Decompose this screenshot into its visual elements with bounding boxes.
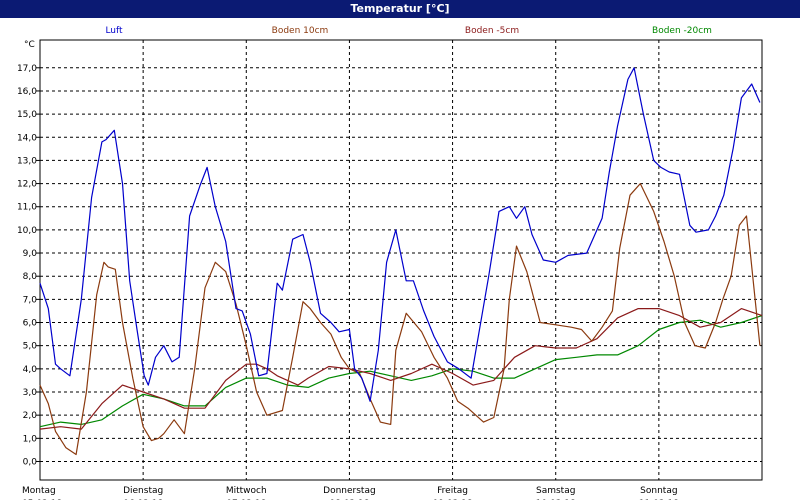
y-tick-label: 12,0 — [17, 180, 37, 190]
x-day-label: Donnerstag — [323, 486, 376, 496]
y-tick-label: 9,0 — [23, 249, 38, 259]
legend-entry: Boden -5cm — [465, 26, 519, 36]
y-tick-label: 16,0 — [17, 87, 37, 97]
y-tick-label: 17,0 — [17, 64, 37, 74]
y-tick-label: 15,0 — [17, 110, 37, 120]
series-line-boden-10cm — [39, 183, 761, 456]
y-tick-label: 4,0 — [23, 365, 38, 375]
y-tick-label: 10,0 — [17, 226, 37, 236]
grid — [40, 40, 762, 480]
x-day-label: Montag — [22, 486, 56, 496]
y-tick-label: 14,0 — [17, 133, 37, 143]
y-tick-label: 5,0 — [23, 342, 38, 352]
y-axis-ticks: 17,0 16,0 15,0 14,0 13,0 12,0 11,0 10,0 9,0 8,0 7,… — [17, 64, 40, 467]
y-axis-unit: °C — [24, 40, 35, 50]
y-tick-label: 0,0 — [23, 457, 38, 467]
x-day-label: Samstag — [536, 486, 575, 496]
temperature-chart: 17,0 16,0 15,0 14,0 13,0 12,0 11,0 10,0 9,0 8,0 7,… — [17, 26, 763, 500]
y-tick-label: 6,0 — [23, 319, 38, 329]
legend: Luft Boden 10cm Boden -5cm Boden -20cm — [105, 26, 712, 36]
x-axis-labels: Montag05.03.18Dienstag06.03.18Mittwoch07… — [22, 486, 679, 500]
series-line-luft — [39, 67, 761, 402]
chart-title: Temperatur [°C] — [0, 0, 800, 18]
y-tick-label: 3,0 — [23, 388, 38, 398]
y-tick-label: 1,0 — [23, 434, 38, 444]
y-tick-label: 7,0 — [23, 295, 38, 305]
legend-entry: Boden -20cm — [652, 26, 712, 36]
y-tick-label: 2,0 — [23, 411, 38, 421]
x-day-label: Mittwoch — [226, 486, 267, 496]
series-line-boden-5cm — [39, 308, 763, 430]
y-tick-label: 11,0 — [17, 203, 37, 213]
x-day-label: Sonntag — [640, 486, 677, 496]
series-lines — [39, 67, 763, 456]
x-day-label: Freitag — [437, 486, 468, 496]
x-day-label: Dienstag — [123, 486, 163, 496]
legend-entry: Boden 10cm — [272, 26, 329, 36]
y-tick-label: 13,0 — [17, 156, 37, 166]
plot-frame — [39, 39, 763, 481]
y-tick-label: 8,0 — [23, 272, 38, 282]
legend-entry: Luft — [105, 26, 123, 36]
